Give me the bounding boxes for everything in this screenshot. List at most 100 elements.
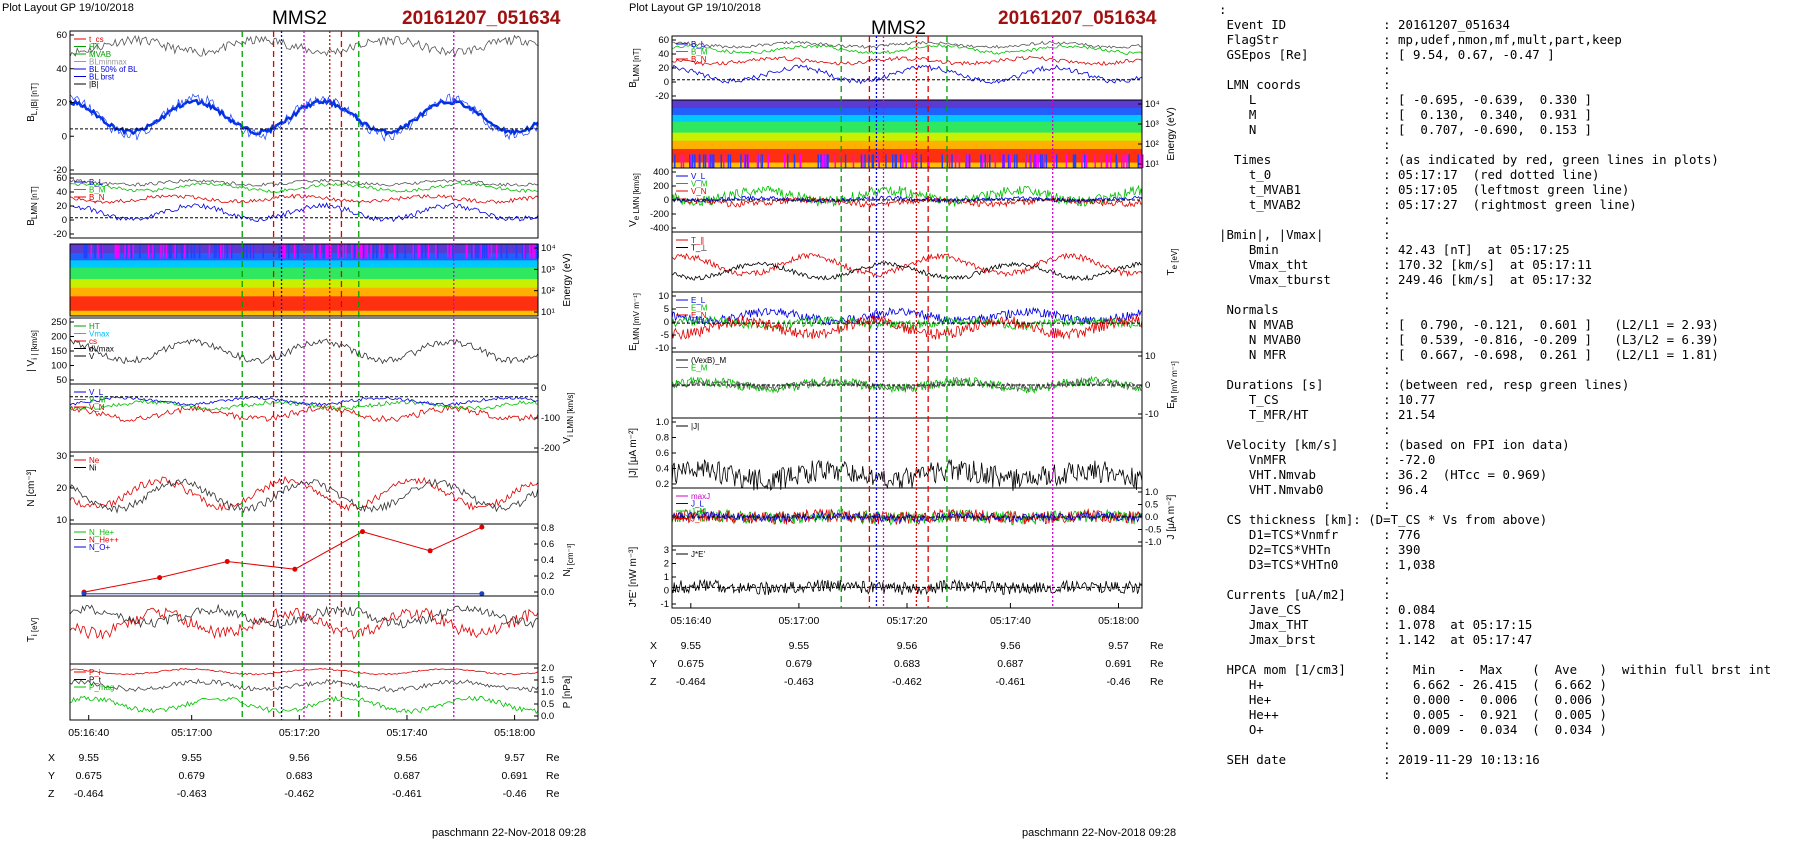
info-line: Durations [s] : (between red, resp green… xyxy=(1219,377,1630,392)
axis-label: BL,|B| [nT] xyxy=(26,83,39,122)
spectrogram-noise xyxy=(1030,154,1032,168)
axis-label: ELMN [mV m⁻¹] xyxy=(628,293,641,351)
spectrogram-noise xyxy=(515,244,518,259)
series-line xyxy=(83,526,483,593)
spectrogram-noise xyxy=(361,244,363,259)
spectrogram-band xyxy=(672,108,1142,116)
tick-label: 1.5 xyxy=(541,675,554,686)
spectrogram-noise xyxy=(709,154,711,168)
spectrogram-noise xyxy=(711,154,713,168)
time-tick-label: 05:17:00 xyxy=(778,615,819,627)
tick-label: 0 xyxy=(664,77,669,88)
spectrogram-noise xyxy=(864,154,866,168)
info-line: HPCA mom [1/cm3] : Min - Max ( Ave ) wit… xyxy=(1219,662,1772,677)
spectrogram-noise xyxy=(817,154,820,168)
tick-label: 30 xyxy=(56,451,67,462)
tick-label: -10 xyxy=(655,343,669,354)
legend-label: BL brst xyxy=(89,73,115,82)
spectrogram-noise xyxy=(475,244,477,259)
legend-label: B_N xyxy=(691,55,707,64)
spectrogram-noise xyxy=(190,244,193,259)
tick-label: 0.6 xyxy=(656,448,669,459)
spectrogram-noise xyxy=(193,244,196,259)
tick-label: 0.4 xyxy=(656,464,669,475)
orbit-value: -0.464 xyxy=(74,788,104,800)
tick-label: 0.4 xyxy=(541,555,554,566)
spectrogram-noise xyxy=(862,154,864,168)
spectrogram-noise xyxy=(691,154,694,168)
spectrogram-noise xyxy=(1137,154,1140,168)
spectrogram-noise xyxy=(529,244,531,259)
spectrogram-noise xyxy=(125,244,127,259)
data-point xyxy=(360,529,365,535)
orbit-value: -0.46 xyxy=(503,788,527,800)
spectrogram-noise xyxy=(729,154,732,168)
series-line xyxy=(671,315,1143,331)
panel-6: 10 0 -10 EM [mV m⁻¹] (VexB)_ME_M xyxy=(671,351,1179,420)
orbit-value: -0.464 xyxy=(676,676,706,688)
spectrogram-noise xyxy=(740,154,742,168)
tick-label: -400 xyxy=(650,223,669,234)
info-line: Times : (as indicated by red, green line… xyxy=(1219,152,1719,167)
spectrogram-noise xyxy=(128,244,130,259)
info-line: CS thickness [km]: (D=T_CS * Vs from abo… xyxy=(1219,512,1548,527)
info-line: t_0 : 05:17:17 (red dotted line) xyxy=(1219,167,1600,182)
orbit-value: 0.687 xyxy=(394,770,420,782)
orbit-value: -0.463 xyxy=(784,676,814,688)
orbit-label: Y xyxy=(650,658,657,670)
orbit-value: 0.691 xyxy=(501,770,527,782)
tick-label: 10³ xyxy=(541,264,555,275)
spectrogram-noise xyxy=(427,244,430,259)
info-line: N MVAB : [ 0.790, -0.121, 0.601 ] (L2/L1… xyxy=(1219,317,1719,332)
tick-label: -5 xyxy=(661,330,669,341)
time-tick-label: 05:18:00 xyxy=(1098,615,1139,627)
orbit-value: 9.55 xyxy=(79,752,100,764)
spectrogram-noise xyxy=(1029,154,1032,168)
spectrogram-noise xyxy=(181,244,183,259)
spectrogram-noise xyxy=(372,244,375,259)
info-line: Bmin : 42.43 [nT] at 05:17:25 xyxy=(1219,242,1570,257)
axis-label: |J| [μA m⁻²] xyxy=(628,428,639,478)
spectrogram-noise xyxy=(823,154,825,168)
tick-label: 5 xyxy=(664,304,669,315)
legend-label: (VexB)_M xyxy=(691,356,726,365)
spectrogram-noise xyxy=(152,244,154,259)
data-point xyxy=(479,591,485,597)
spectrogram-noise xyxy=(153,244,155,259)
spectrogram-noise xyxy=(90,244,93,259)
spectrogram-noise xyxy=(980,154,982,168)
spectrogram-noise xyxy=(481,244,484,259)
spectrogram-noise xyxy=(165,244,168,259)
legend-label: E_L xyxy=(691,296,706,305)
spectrogram-noise xyxy=(363,244,365,259)
spectrogram-noise xyxy=(342,244,345,259)
legend-label: B_L xyxy=(89,178,104,187)
spectrogram-noise xyxy=(532,244,534,259)
info-line: |Bmin|, |Vmax| : xyxy=(1219,227,1391,242)
spectrogram-noise xyxy=(1081,154,1083,168)
tick-label: 1.0 xyxy=(1145,487,1158,498)
time-tick-label: 05:16:40 xyxy=(670,615,711,627)
info-line: L : [ -0.695, -0.639, 0.330 ] xyxy=(1219,92,1592,107)
spectrogram-noise xyxy=(282,244,284,259)
axis-label: Te [eV] xyxy=(1166,248,1179,275)
axis-label: N [cm⁻³] xyxy=(26,469,37,507)
spectrogram-noise xyxy=(293,244,296,259)
spectrogram-noise xyxy=(424,244,427,259)
spectrogram-noise xyxy=(912,154,915,168)
spectrogram-noise xyxy=(230,244,233,259)
tick-label: 50 xyxy=(56,375,67,386)
tick-label: -20 xyxy=(655,91,669,102)
spectrogram-noise xyxy=(522,244,524,259)
info-line: Jmax_brst : 1.142 at 05:17:47 xyxy=(1219,632,1533,647)
series-line xyxy=(69,404,539,423)
tick-label: 40 xyxy=(56,64,67,75)
tick-label: 10⁴ xyxy=(1145,99,1160,110)
spectrogram-band xyxy=(672,100,1142,109)
spectrogram-noise xyxy=(891,154,894,168)
axis-label: Energy (eV) xyxy=(562,253,573,306)
spectrogram-noise xyxy=(826,154,829,168)
tick-label: 2 xyxy=(664,559,669,570)
spectrogram-noise xyxy=(820,154,822,168)
legend-label: J*E' xyxy=(691,550,705,559)
